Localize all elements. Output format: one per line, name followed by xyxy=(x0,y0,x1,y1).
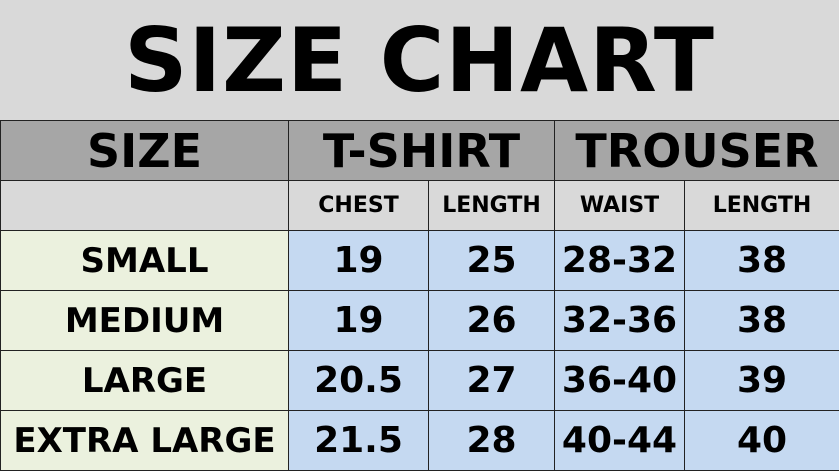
size-label: MEDIUM xyxy=(0,290,289,351)
subheader-chest: CHEST xyxy=(288,180,429,231)
table-row: MEDIUM 19 26 32-36 38 xyxy=(0,290,839,351)
table-row: EXTRA LARGE 21.5 28 40-44 40 xyxy=(0,410,839,471)
page-title: SIZE CHART xyxy=(124,8,715,112)
size-chart-table: SIZE T-SHIRT TROUSER CHEST LENGTH WAIST … xyxy=(0,120,839,471)
waist-value: 32-36 xyxy=(554,290,685,351)
chest-value: 19 xyxy=(288,230,429,291)
waist-value: 40-44 xyxy=(554,410,685,471)
chest-value: 20.5 xyxy=(288,350,429,411)
chest-value: 21.5 xyxy=(288,410,429,471)
subheader-row: CHEST LENGTH WAIST LENGTH xyxy=(0,180,839,231)
subheader-tshirt-length: LENGTH xyxy=(428,180,555,231)
header-size: SIZE xyxy=(0,120,289,181)
header-tshirt: T-SHIRT xyxy=(288,120,555,181)
tshirt-length-value: 27 xyxy=(428,350,555,411)
trouser-length-value: 38 xyxy=(683,230,839,291)
header-trouser: TROUSER xyxy=(553,120,839,181)
trouser-length-value: 39 xyxy=(683,350,839,411)
size-label: EXTRA LARGE xyxy=(0,410,289,471)
subheader-waist: WAIST xyxy=(554,180,685,231)
tshirt-length-value: 26 xyxy=(428,290,555,351)
trouser-length-value: 40 xyxy=(683,410,839,471)
table-row: LARGE 20.5 27 36-40 39 xyxy=(0,350,839,411)
header-row: SIZE T-SHIRT TROUSER xyxy=(0,120,839,181)
subheader-trouser-length: LENGTH xyxy=(683,180,839,231)
tshirt-length-value: 28 xyxy=(428,410,555,471)
waist-value: 36-40 xyxy=(554,350,685,411)
tshirt-length-value: 25 xyxy=(428,230,555,291)
chest-value: 19 xyxy=(288,290,429,351)
size-label: SMALL xyxy=(0,230,289,291)
size-label: LARGE xyxy=(0,350,289,411)
subheader-blank xyxy=(0,180,289,231)
waist-value: 28-32 xyxy=(554,230,685,291)
table-row: SMALL 19 25 28-32 38 xyxy=(0,230,839,291)
trouser-length-value: 38 xyxy=(683,290,839,351)
